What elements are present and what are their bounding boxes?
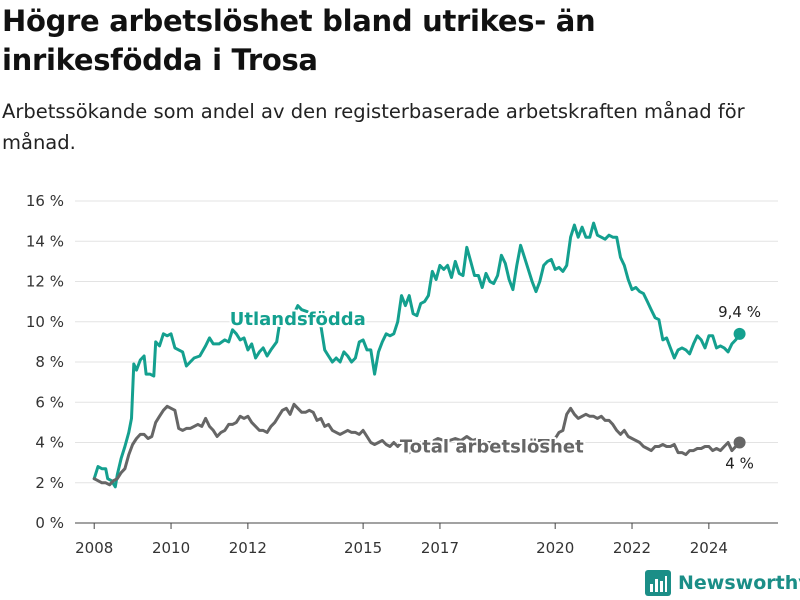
x-tick-label: 2022: [613, 539, 651, 557]
series-lines: [92, 221, 746, 489]
series-name-label: Total arbetslöshet: [400, 437, 584, 458]
series-line-utlandsfodda: [92, 304, 309, 489]
x-tick-label: 2010: [152, 539, 190, 557]
y-tick-label: 0 %: [35, 514, 64, 532]
series-line-total: [536, 406, 742, 457]
series-end-marker: [733, 327, 746, 340]
series-end-label: 4 %: [725, 455, 754, 473]
series-end-label: 9,4 %: [718, 303, 761, 321]
x-tick-label: 2020: [536, 539, 574, 557]
x-axis: 2008 2010 2012 2015 2017 2020 2022 2024: [75, 522, 778, 557]
newsworthy-logo[interactable]: Newsworthy: [645, 568, 800, 598]
y-tick-label: 12 %: [26, 273, 64, 291]
chart-title: Högre arbetslöshet bland utrikes- än inr…: [2, 4, 596, 77]
x-tick-label: 2008: [75, 539, 113, 557]
y-tick-label: 4 %: [35, 434, 64, 452]
x-tick-label: 2012: [229, 539, 267, 557]
series-name-label: Utlandsfödda: [230, 309, 366, 330]
y-tick-label: 14 %: [26, 232, 64, 250]
grid-lines: [75, 200, 778, 524]
chart-subtitle: Arbetssökande som andel av den registerb…: [2, 100, 745, 154]
y-tick-label: 6 %: [35, 393, 64, 411]
y-tick-label: 16 %: [26, 192, 64, 210]
series-end-marker: [733, 436, 746, 449]
bar-chart-logo-icon: [645, 570, 671, 596]
series-line-total: [503, 441, 519, 446]
x-tick-label: 2015: [344, 539, 382, 557]
y-axis: 0 % 2 % 4 % 6 % 8 % 10 % 12 % 14 % 16 %: [26, 192, 64, 532]
y-tick-label: 2 %: [35, 474, 64, 492]
series-line-total: [407, 441, 423, 455]
x-tick-label: 2024: [690, 539, 728, 557]
y-tick-label: 10 %: [26, 313, 64, 331]
series-line-utlandsfodda: [319, 221, 742, 376]
y-tick-label: 8 %: [35, 353, 64, 371]
series-line-total: [432, 435, 492, 444]
series-labels: 9,4 % 4 % Utlandsfödda Total arbetslöshet: [228, 303, 761, 473]
x-tick-label: 2017: [421, 539, 459, 557]
brand-name: Newsworthy: [678, 572, 800, 594]
series-line-total: [92, 402, 403, 487]
